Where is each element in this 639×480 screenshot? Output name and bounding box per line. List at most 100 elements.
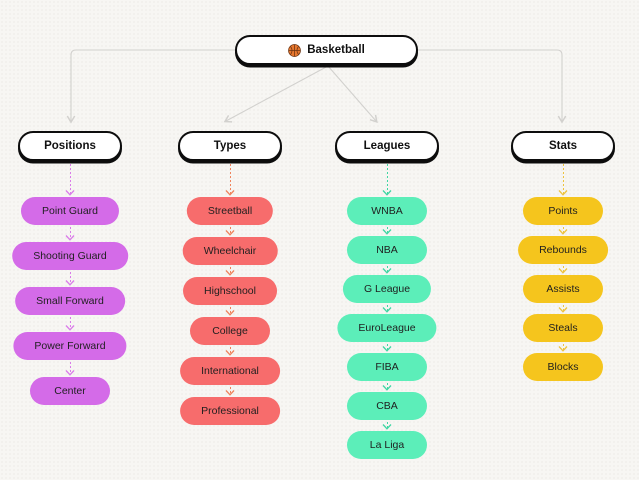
branch-node-types[interactable]: Types (178, 131, 282, 161)
arrowhead-down-icon (558, 307, 568, 313)
branch-node-label: Stats (548, 140, 578, 152)
branch-connector-line (229, 164, 231, 194)
branch-node-label: Leagues (363, 140, 411, 152)
leaf-node-blocks[interactable]: Blocks (523, 353, 603, 381)
branch-node-positions[interactable]: Positions (18, 131, 122, 161)
arrowhead-down-icon (558, 190, 568, 196)
branch-connector-line (229, 307, 231, 314)
leaf-node-international[interactable]: International (180, 357, 280, 385)
leaf-node-fiba[interactable]: FIBA (347, 353, 427, 381)
leaf-node-label: Steals (548, 322, 578, 334)
connector-root-to-stats (418, 49, 567, 124)
connector-root-to-types (223, 65, 329, 123)
leaf-node-label: Power Forward (34, 340, 106, 352)
arrowhead-down-icon (382, 346, 392, 352)
arrowhead-down-icon (225, 230, 235, 236)
leaf-node-nba[interactable]: NBA (347, 236, 427, 264)
leaf-node-label: Point Guard (41, 205, 99, 217)
arrowhead-down-icon (65, 190, 75, 196)
leaf-node-steals[interactable]: Steals (523, 314, 603, 342)
arrowhead-down-icon (382, 307, 392, 313)
arrowhead-down-icon (558, 346, 568, 352)
branch-connector-line (69, 272, 71, 284)
leaf-node-wheelchair[interactable]: Wheelchair (182, 237, 278, 265)
branch-node-label: Positions (44, 140, 96, 152)
branch-connector-line (386, 227, 388, 233)
leaf-node-center[interactable]: Center (30, 377, 110, 405)
branch-connector-line (229, 347, 231, 354)
connector-root-to-positions (66, 49, 235, 124)
leaf-node-small-forward[interactable]: Small Forward (15, 287, 125, 315)
branch-connector-line (562, 227, 564, 233)
arrowhead-down-icon (382, 424, 392, 430)
branch-connector-line (562, 164, 564, 194)
leaf-node-power-forward[interactable]: Power Forward (13, 332, 127, 360)
arrowhead-down-icon (225, 310, 235, 316)
leaf-node-label: Streetball (207, 205, 253, 217)
leaf-node-euroleague[interactable]: EuroLeague (337, 314, 437, 342)
leaf-node-label: Blocks (547, 361, 579, 373)
leaf-node-label: WNBA (371, 205, 403, 217)
leaf-node-label: Small Forward (36, 295, 104, 307)
leaf-node-label: Wheelchair (203, 245, 257, 257)
branch-connector-line (69, 362, 71, 374)
leaf-node-label: Points (548, 205, 578, 217)
arrowhead-down-icon (65, 370, 75, 376)
branch-node-stats[interactable]: Stats (511, 131, 615, 161)
leaf-node-streetball[interactable]: Streetball (186, 197, 274, 225)
leaf-node-label: Rebounds (539, 244, 587, 256)
branch-node-leagues[interactable]: Leagues (335, 131, 439, 161)
leaf-node-g-league[interactable]: G League (342, 275, 432, 303)
leaf-node-label: Highschool (204, 285, 256, 297)
leaf-node-label: College (212, 325, 248, 337)
leaf-node-label: Assists (546, 283, 580, 295)
leaf-node-label: CBA (376, 400, 398, 412)
leaf-node-label: FIBA (375, 361, 399, 373)
arrowhead-down-icon (558, 229, 568, 235)
arrowhead-down-icon (382, 385, 392, 391)
branch-connector-line (562, 344, 564, 350)
arrowhead-down-icon (225, 350, 235, 356)
leaf-node-points[interactable]: Points (523, 197, 603, 225)
leaf-node-label: La Liga (369, 439, 405, 451)
leaf-node-cba[interactable]: CBA (347, 392, 427, 420)
branch-connector-line (386, 344, 388, 350)
root-node-label: Basketball (307, 44, 365, 56)
leaf-node-label: Professional (201, 405, 259, 417)
arrowhead-down-icon (382, 190, 392, 196)
leaf-node-label: NBA (376, 244, 398, 256)
branch-connector-line (69, 227, 71, 239)
arrowhead-down-icon (65, 235, 75, 241)
branch-connector-line (386, 164, 388, 194)
arrowhead-down-icon (65, 280, 75, 286)
basketball-icon (288, 43, 302, 57)
leaf-node-label: Shooting Guard (33, 250, 107, 262)
arrowhead-down-icon (382, 229, 392, 235)
root-node-basketball[interactable]: Basketball (235, 35, 418, 65)
branch-connector-line (69, 317, 71, 329)
branch-connector-line (562, 305, 564, 311)
leaf-node-professional[interactable]: Professional (180, 397, 280, 425)
leaf-node-label: International (201, 365, 259, 377)
leaf-node-wnba[interactable]: WNBA (347, 197, 427, 225)
leaf-node-assists[interactable]: Assists (523, 275, 603, 303)
arrowhead-down-icon (558, 268, 568, 274)
branch-connector-line (229, 387, 231, 394)
leaf-node-la-liga[interactable]: La Liga (347, 431, 427, 459)
leaf-node-label: G League (363, 283, 411, 295)
leaf-node-college[interactable]: College (190, 317, 270, 345)
leaf-node-point-guard[interactable]: Point Guard (20, 197, 120, 225)
branch-connector-line (386, 422, 388, 428)
arrowhead-down-icon (225, 270, 235, 276)
leaf-node-label: EuroLeague (358, 322, 416, 334)
branch-connector-line (229, 227, 231, 234)
branch-connector-line (386, 266, 388, 272)
branch-connector-line (386, 305, 388, 311)
leaf-node-highschool[interactable]: Highschool (183, 277, 277, 305)
leaf-node-rebounds[interactable]: Rebounds (518, 236, 608, 264)
arrowhead-down-icon (382, 268, 392, 274)
branch-connector-line (386, 383, 388, 389)
leaf-node-shooting-guard[interactable]: Shooting Guard (12, 242, 128, 270)
branch-connector-line (562, 266, 564, 272)
